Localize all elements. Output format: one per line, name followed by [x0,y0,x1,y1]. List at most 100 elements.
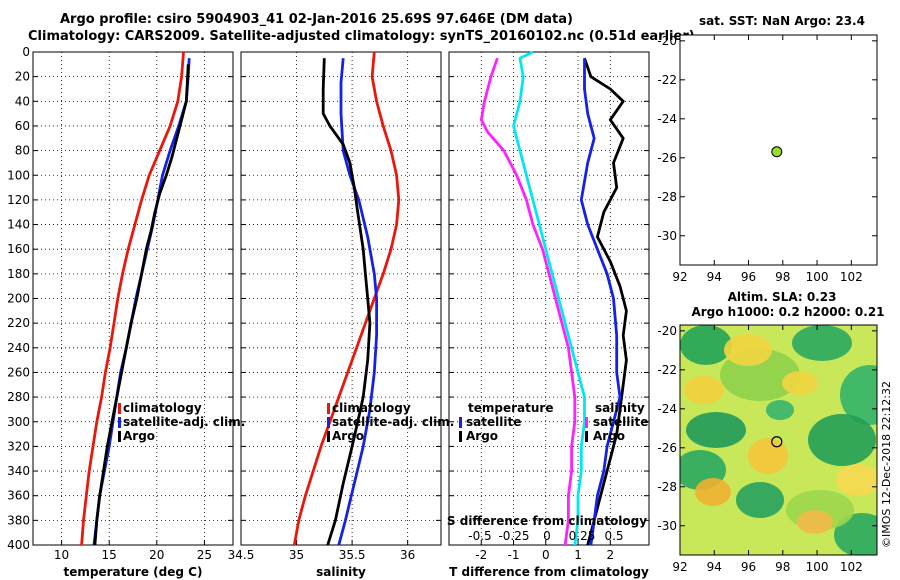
diff-top-axis-label: S difference from climatology [447,514,647,528]
differences-xtick-label: 0 [542,548,550,562]
temperature-series-argo [93,64,190,546]
depth-tick-label: 120 [7,193,30,207]
sla-heatmap-field [680,325,877,555]
sst-map-frame [679,34,878,266]
sla-field-blob [836,464,877,496]
depth-tick-label: 340 [7,464,30,478]
figure-title-line2: Climatology: CARS2009. Satellite-adjuste… [28,29,695,44]
salinity-legend-swatch [327,431,330,442]
sla-map-ytick-label: -26 [657,441,677,455]
depth-tick-label: 40 [15,94,30,108]
salinity-xlabel: salinity [316,565,366,579]
depth-tick-label: 240 [7,341,30,355]
diff-top-tick-label: 0.5 [604,529,623,543]
sla-field-blob [766,400,794,420]
differences-series-salinity-argo [579,58,622,546]
temperature-legend-swatch [118,431,121,442]
diff-top-tick-label: -0.5 [468,529,491,543]
temperature-legend-entry: Argo [123,429,155,443]
sst-map-ytick-label: -28 [657,190,677,204]
sla-field-blob [680,325,732,365]
sla-map-xtick-label: 102 [840,560,863,574]
salinity-legend-entry: climatology [332,401,411,415]
diff-legend-right-swatch [585,431,588,442]
sst-map-ytick-label: -30 [657,229,677,243]
sst-map-xtick-label: 102 [840,270,863,284]
depth-tick-label: 280 [7,390,30,404]
depth-tick-label: 140 [7,218,30,232]
sst-map-ytick-label: -20 [657,34,677,48]
temperature-legend-swatch [118,403,121,414]
sla-field-blob [684,376,724,404]
salinity-legend-entry: satellite-adj. clim. [332,415,454,429]
depth-tick-label: 80 [15,144,30,158]
imos-watermark: ©IMOS 12-Dec-2018 22:12:32 [880,381,893,548]
differences-xtick-label: -1 [508,548,520,562]
temperature-legend-entry: climatology [123,401,202,415]
depth-tick-label: 300 [7,415,30,429]
differences-xlabel: T difference from climatology [449,565,649,579]
salinity-xtick-label: 34.5 [228,548,255,562]
temperature-legend-entry: satellite-adj. clim. [123,415,245,429]
differences-xtick-label: 1 [574,548,582,562]
salinity-legend-entry: Argo [332,429,364,443]
temperature-xtick-label: 10 [54,548,69,562]
diff-legend-left-swatch [459,431,462,442]
sst-map-argo-position [771,146,783,158]
sst-map-xtick-label: 94 [707,270,722,284]
temperature-xlabel: temperature (deg C) [64,565,203,579]
temperature-xtick-label: 15 [102,548,117,562]
sla-map-title-line2: Argo h1000: 0.2 h2000: 0.21 [691,305,884,319]
depth-tick-label: 320 [7,439,30,453]
sla-field-blob [782,371,818,395]
temperature-xtick-label: 20 [149,548,164,562]
sla-field-blob [686,412,746,448]
sla-map-xtick-label: 94 [707,560,722,574]
sla-map-xtick-label: 96 [741,560,756,574]
depth-tick-label: 160 [7,242,30,256]
differences-xtick-label: 2 [606,548,614,562]
sla-map-argo-position [771,436,783,448]
temperature-legend-swatch [118,417,121,428]
diff-legend-left-swatch [459,417,462,428]
sst-map-ytick-label: -22 [657,73,677,87]
sla-map-ytick-label: -20 [657,324,677,338]
sst-map-xtick-label: 92 [672,270,687,284]
salinity-xtick-label: 36 [400,548,415,562]
sla-map-xtick-label: 92 [672,560,687,574]
sst-map-xtick-label: 98 [775,270,790,284]
sla-map-ytick-label: -28 [657,480,677,494]
depth-tick-label: 20 [15,70,30,84]
depth-tick-label: 180 [7,267,30,281]
depth-tick-label: 260 [7,365,30,379]
sla-field-blob [808,414,876,466]
sla-map-title-line1: Altim. SLA: 0.23 [728,290,837,304]
sla-field-blob [840,365,877,425]
depth-tick-label: 200 [7,292,30,306]
sla-field-blob [695,478,731,506]
sla-map-ytick-label: -30 [657,519,677,533]
sla-map-xtick-label: 100 [806,560,829,574]
diff-legend-left-entry: Argo [466,429,498,443]
salinity-xtick-label: 35 [289,548,304,562]
temperature-series-climatology [80,51,185,546]
salinity-xtick-label: 35.5 [339,548,366,562]
sla-map-frame [679,324,878,556]
salinity-series-satellite-adj-clim- [337,58,379,546]
depth-tick-label: 220 [7,316,30,330]
sla-field-blob [792,325,852,361]
diff-top-tick-label: -0.25 [498,529,529,543]
figure-title-line1: Argo profile: csiro 5904903_41 02-Jan-20… [60,12,573,27]
diff-legend-left-entry: satellite [466,415,521,429]
depth-tick-label: 0 [22,45,30,59]
depth-tick-label: 400 [7,538,30,552]
salinity-legend-swatch [327,403,330,414]
sst-map-ytick-label: -24 [657,112,677,126]
sla-map-ytick-label: -22 [657,363,677,377]
depth-tick-label: 100 [7,168,30,182]
diff-legend-right-entry: satellite [593,415,648,429]
diff-top-tick-label: 0.25 [569,529,596,543]
diff-top-tick-label: 0 [543,529,551,543]
diff-legend-right-swatch [585,417,588,428]
